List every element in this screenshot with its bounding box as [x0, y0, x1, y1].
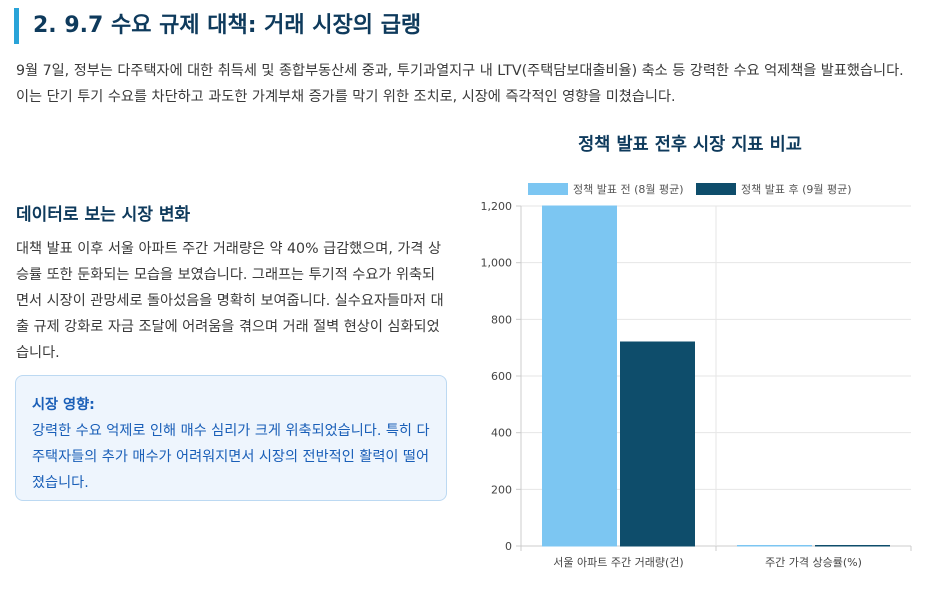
impact-title: 시장 영향: [32, 397, 95, 413]
impact-text: 강력한 수요 억제로 인해 매수 심리가 크게 위축되었습니다. 특히 다주택자… [32, 423, 430, 491]
section-title: 2. 9.7 수요 규제 대책: 거래 시장의 급랭 [14, 8, 421, 44]
bar-after-1 [815, 545, 890, 547]
intro-paragraph: 9월 7일, 정부는 다주택자에 대한 취득세 및 종합부동산세 중과, 투기과… [16, 63, 904, 105]
y-tick-label: 1,000 [481, 257, 513, 270]
y-tick-label: 400 [491, 427, 512, 440]
bar-after-0 [620, 341, 695, 547]
y-tick-label: 200 [491, 483, 512, 496]
legend-label: 정책 발표 전 (8월 평균) [573, 183, 684, 196]
y-tick-label: 0 [505, 540, 512, 553]
chart-title: 정책 발표 전후 시장 지표 비교 [578, 135, 802, 155]
analysis-title: 데이터로 보는 시장 변화 [16, 205, 191, 225]
y-tick-label: 1,200 [481, 200, 513, 213]
x-tick-label: 주간 가격 상승률(%) [765, 556, 862, 569]
bar-before-1 [737, 545, 812, 547]
bar-before-0 [542, 205, 617, 547]
market-impact-box: 시장 영향: 강력한 수요 억제로 인해 매수 심리가 크게 위축되었습니다. … [15, 375, 447, 501]
y-tick-label: 800 [491, 313, 512, 326]
y-tick-label: 600 [491, 370, 512, 383]
legend-swatch [696, 183, 736, 195]
analysis-paragraph: 대책 발표 이후 서울 아파트 주간 거래량은 약 40% 급감했으며, 가격 … [16, 241, 444, 361]
legend-label: 정책 발표 후 (9월 평균) [741, 183, 852, 196]
x-tick-label: 서울 아파트 주간 거래량(건) [553, 556, 683, 569]
legend-swatch [528, 183, 568, 195]
